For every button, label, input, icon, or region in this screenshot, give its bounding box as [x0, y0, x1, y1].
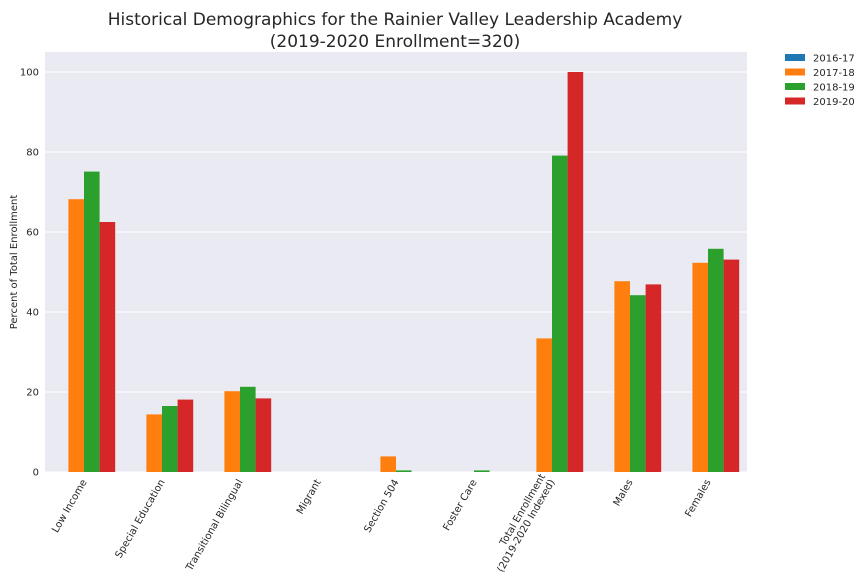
chart-title-line-2: (2019-2020 Enrollment=320)	[270, 32, 520, 52]
chart-title-line-1: Historical Demographics for the Rainier …	[108, 10, 683, 30]
bar-2019-20-7	[645, 284, 662, 472]
bar-2019-20-2	[255, 398, 272, 472]
bar-2017-18-1	[146, 414, 162, 472]
x-tick-label: Low Income	[50, 478, 89, 535]
bar-2018-19-5	[474, 470, 490, 472]
x-tick-label: Males	[612, 478, 636, 509]
bar-2019-20-8	[723, 259, 740, 472]
bar-2017-18-8	[692, 262, 708, 472]
x-tick-label-line: Foster Care	[441, 478, 479, 533]
y-tick-label: 20	[26, 388, 39, 399]
bar-2018-19-7	[630, 295, 646, 472]
x-tick-label-line: Special Education	[114, 478, 168, 561]
x-tick-label: Migrant	[295, 478, 324, 517]
bar-2017-18-4	[380, 456, 396, 472]
x-tick-label: Females	[683, 478, 713, 519]
bar-2019-20-6	[567, 72, 584, 472]
bar-2017-18-6	[536, 338, 552, 472]
y-tick-label: 0	[33, 468, 39, 479]
x-tick-label-line: Transitional Bilingual	[184, 478, 246, 574]
bar-2017-18-0	[68, 199, 84, 472]
bar-2017-18-7	[614, 281, 630, 472]
legend: 2016-17 2017-18 2018-19 2019-20	[785, 54, 855, 108]
y-tick-label: 60	[26, 228, 39, 239]
legend-swatch	[785, 83, 805, 90]
y-tick-labels: 0 20 40 60 80 100	[20, 68, 39, 479]
bar-2018-19-6	[552, 155, 568, 472]
bars	[68, 72, 740, 472]
x-tick-label-line: Section 504	[362, 478, 401, 535]
y-tick-label: 40	[26, 308, 39, 319]
x-tick-label: Section 504	[362, 478, 401, 535]
legend-swatch	[785, 97, 805, 105]
bar-2018-19-1	[162, 406, 178, 472]
y-axis-label: Percent of Total Enrollment	[9, 195, 20, 330]
bar-2019-20-1	[177, 399, 194, 472]
legend-swatch	[785, 68, 805, 76]
x-tick-label-line: Females	[683, 478, 713, 519]
legend-swatch	[785, 54, 805, 61]
x-tick-label: Foster Care	[441, 478, 479, 533]
x-tick-label: Transitional Bilingual	[184, 478, 246, 574]
legend-label: 2017-18	[813, 68, 855, 79]
bar-2019-20-0	[99, 222, 116, 472]
x-tick-label-line: Migrant	[295, 478, 324, 517]
x-tick-label: Total Enrollment(2019-2020 Indexed)	[486, 472, 558, 574]
y-tick-label: 80	[26, 148, 39, 159]
legend-label: 2019-20	[813, 97, 855, 108]
x-tick-labels: Low Income Special Education Transitional …	[50, 472, 713, 574]
legend-label: 2018-19	[813, 83, 855, 94]
x-tick-label: Special Education	[114, 478, 168, 561]
bar-2018-19-8	[708, 248, 724, 472]
bar-2017-18-2	[224, 391, 240, 472]
x-tick-label-line: Low Income	[50, 478, 89, 535]
bar-2018-19-0	[84, 171, 100, 472]
bar-2018-19-2	[240, 386, 256, 472]
bar-2018-19-4	[396, 470, 412, 472]
y-tick-label: 100	[20, 68, 39, 79]
legend-label: 2016-17	[813, 54, 855, 65]
x-tick-label-line: Males	[612, 478, 636, 509]
